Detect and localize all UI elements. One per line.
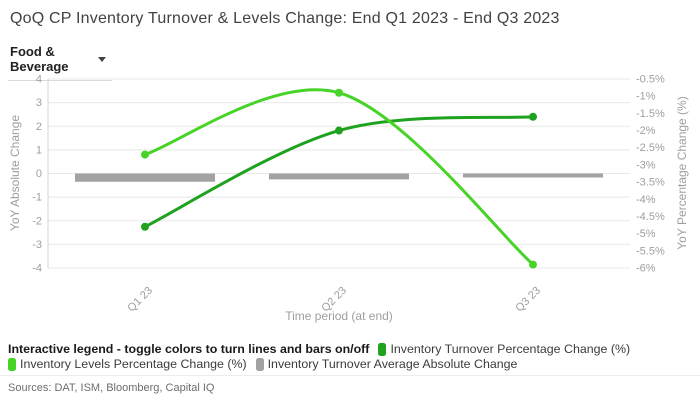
left-axis-tick-label: -3 (32, 239, 42, 251)
left-axis-tick-label: 3 (36, 97, 42, 109)
legend-item-label: Inventory Levels Percentage Change (%) (20, 357, 247, 371)
bar-avg-absolute-change[interactable] (463, 173, 603, 178)
right-axis-title: YoY Percentage Change (%) (675, 96, 689, 249)
left-axis-tick-label: -2 (32, 215, 42, 227)
left-axis-tick-label: 2 (36, 121, 42, 133)
left-axis-tick-label: 4 (36, 74, 42, 86)
legend-intro-text: Interactive legend - toggle colors to tu… (8, 342, 370, 356)
sector-dropdown[interactable]: Food & Beverage (8, 42, 112, 81)
right-axis-tick-label: -5.5% (636, 245, 665, 257)
bar-avg-absolute-change[interactable] (269, 173, 409, 180)
legend-item-label: Inventory Turnover Average Absolute Chan… (267, 357, 518, 371)
chevron-down-icon (98, 56, 106, 62)
turnover-point[interactable] (529, 112, 537, 121)
chart-canvas: 4 3 2 1 0 -1 -2 -3 -4 -0.5% -1% -1.5% -2% -2.5% -3% -3.… (8, 74, 689, 324)
bar-avg-absolute-change[interactable] (75, 173, 215, 182)
right-axis-tick-label: -1.5% (636, 108, 665, 120)
interactive-legend: Interactive legend - toggle colors to tu… (8, 342, 696, 372)
right-axis-tick-label: -3% (636, 159, 656, 171)
left-axis-tick-label: -4 (32, 263, 42, 275)
x-axis-tick-label: Q1 23 (125, 285, 155, 315)
legend-item-turnover-abs[interactable]: Inventory Turnover Average Absolute Chan… (255, 357, 518, 372)
right-axis-tick-label: -5% (636, 228, 656, 240)
x-axis-title: Time period (at end) (285, 309, 393, 323)
chart-area: 4 3 2 1 0 -1 -2 -3 -4 -0.5% -1% -1.5% -2% -2.5% -3% -3.… (0, 65, 700, 337)
page-title: QoQ CP Inventory Turnover & Levels Chang… (10, 10, 560, 27)
legend-item-label: Inventory Turnover Percentage Change (%) (390, 342, 631, 356)
right-axis-tick-label: -0.5% (636, 74, 665, 86)
sources-note: Sources: DAT, ISM, Bloomberg, Capital IQ (0, 375, 700, 394)
left-axis-tick-label: 1 (36, 144, 42, 156)
right-axis-tick-label: -1% (636, 91, 656, 103)
left-axis-tick-label: -1 (32, 192, 42, 204)
legend-item-levels-pct[interactable]: Inventory Levels Percentage Change (%) (8, 357, 247, 372)
right-axis-tick-label: -4% (636, 194, 656, 206)
left-axis-tick-label: 0 (36, 168, 42, 180)
right-axis-tick-label: -6% (636, 263, 656, 275)
legend-swatch-dark-green (378, 343, 387, 356)
x-axis-tick-label: Q3 23 (513, 285, 543, 315)
right-axis-tick-label: -2.5% (636, 142, 665, 154)
turnover-point[interactable] (141, 222, 149, 231)
levels-point[interactable] (529, 260, 537, 269)
sector-dropdown-value: Food & Beverage (10, 44, 69, 74)
left-axis-title: YoY Absolute Change (8, 115, 22, 231)
turnover-point[interactable] (335, 126, 343, 135)
legend-item-turnover-pct[interactable]: Inventory Turnover Percentage Change (%) (378, 342, 630, 357)
levels-point[interactable] (141, 150, 149, 159)
legend-swatch-light-green (8, 358, 16, 371)
right-axis-tick-label: -2% (636, 125, 656, 137)
right-axis-tick-label: -3.5% (636, 177, 665, 189)
legend-swatch-gray (255, 358, 264, 371)
right-axis-tick-label: -4.5% (636, 211, 665, 223)
levels-point[interactable] (335, 88, 343, 97)
